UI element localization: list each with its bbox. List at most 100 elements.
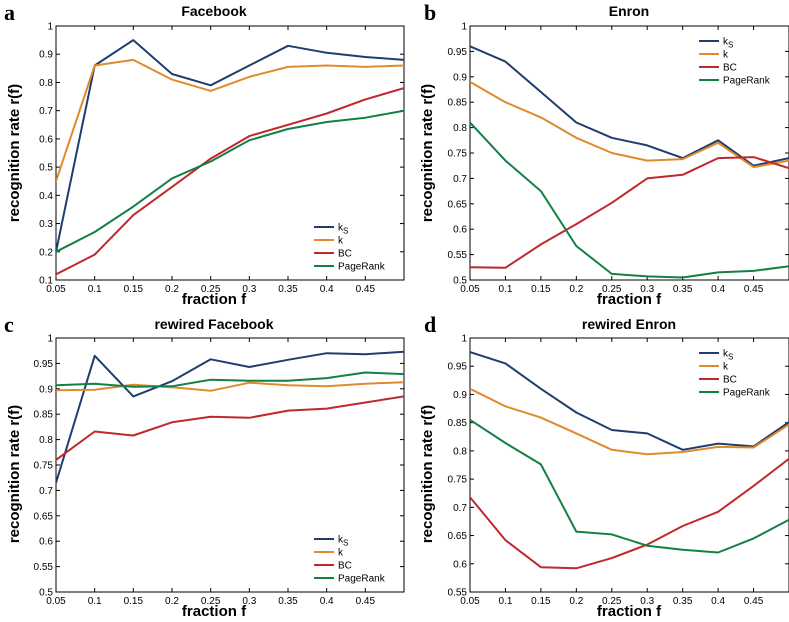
- y-axis-label-d: recognition rate r(f): [419, 405, 436, 543]
- legend-label-main: k: [338, 548, 344, 559]
- legend-label-PageRank: PageRank: [338, 574, 386, 585]
- y-tick-label-c: 0.8: [39, 435, 53, 446]
- legend-label-main: BC: [338, 561, 352, 572]
- x-tick-label-a: 0.4: [320, 284, 334, 295]
- legend-label-BC: BC: [338, 561, 352, 572]
- series-line-k-a: [56, 58, 404, 183]
- legend-label-main: k: [723, 349, 729, 360]
- x-tick-label-d: 0.15: [531, 596, 551, 607]
- y-tick-label-a: 0.1: [39, 276, 53, 287]
- series-line-ks-b: [470, 45, 789, 167]
- legend-label-main: BC: [723, 63, 737, 74]
- panel-b: b Enron fraction f recognition rate r(f)…: [419, 0, 789, 308]
- series-line-k-c: [56, 381, 404, 392]
- y-tick-label-c: 0.65: [34, 511, 54, 522]
- legend-label-main: k: [338, 236, 344, 247]
- legend-label-subscript: S: [728, 41, 733, 50]
- y-tick-label-c: 0.5: [39, 588, 53, 599]
- y-tick-label-c: 0.7: [39, 486, 53, 497]
- panel-a: a Facebook fraction f recognition rate r…: [4, 0, 405, 308]
- x-tick-label-d: 0.05: [460, 596, 480, 607]
- y-tick-label-a: 0.2: [39, 247, 53, 258]
- plot-area-c: 0.05 0.1 0.15 0.2 0.25 0.3 0.35 0.4 0.45 0.5 0.55 0…: [34, 334, 405, 607]
- plot-area-a: 0.05 0.1 0.15 0.2 0.25 0.3 0.35 0.4 0.450.10.20.…: [39, 22, 405, 295]
- x-tick-label-d: 0.35: [673, 596, 693, 607]
- x-tick-label-c: 0.35: [278, 596, 298, 607]
- series-line-k-d: [470, 387, 789, 456]
- plot-frame-c: [55, 337, 405, 593]
- x-tick-label-c: 0.2: [165, 596, 179, 607]
- x-tick-label-c: 0.4: [320, 596, 334, 607]
- x-tick-label-d: 0.2: [569, 596, 583, 607]
- y-tick-label-a: 0.9: [39, 50, 53, 61]
- legend-b: kSk BC PageRank: [699, 37, 771, 87]
- plot-frame-d: [469, 337, 789, 593]
- legend-label-PageRank: PageRank: [723, 76, 771, 87]
- y-tick-label-b: 0.85: [448, 98, 468, 109]
- legend-label-BC: BC: [723, 63, 737, 74]
- panel-letter-c: c: [4, 312, 14, 337]
- y-tick-label-d: 0.65: [448, 531, 468, 542]
- y-tick-label-d: 0.9: [453, 390, 467, 401]
- x-tick-label-c: 0.45: [356, 596, 376, 607]
- panel-title-b: Enron: [609, 3, 649, 19]
- x-tick-label-b: 0.35: [673, 284, 693, 295]
- x-tick-label-a: 0.25: [201, 284, 221, 295]
- legend-label-main: BC: [338, 249, 352, 260]
- series-line-PageRank-d: [470, 418, 789, 554]
- x-tick-label-c: 0.05: [46, 596, 66, 607]
- x-tick-label-d: 0.1: [498, 596, 512, 607]
- y-tick-label-c: 0.85: [34, 410, 54, 421]
- legend-label-main: k: [338, 535, 344, 546]
- x-tick-label-c: 0.25: [201, 596, 221, 607]
- legend-d: kSk BC PageRank: [699, 349, 771, 399]
- series-line-ks-c: [56, 350, 404, 484]
- y-tick-label-b: 0.95: [448, 47, 468, 58]
- y-axis-label-a: recognition rate r(f): [6, 84, 23, 222]
- legend-label-k: k: [338, 236, 344, 247]
- legend-label-ks: kS: [723, 37, 733, 50]
- x-tick-label-a: 0.15: [124, 284, 144, 295]
- legend-label-PageRank: PageRank: [338, 262, 386, 273]
- y-tick-label-d: 0.7: [453, 503, 467, 514]
- y-tick-label-c: 0.95: [34, 359, 54, 370]
- series-line-BC-a: [56, 87, 404, 276]
- y-tick-label-c: 0.9: [39, 384, 53, 395]
- x-tick-label-b: 0.4: [711, 284, 725, 295]
- y-tick-label-a: 0.5: [39, 163, 53, 174]
- series-line-PageRank-c: [56, 371, 404, 388]
- legend-label-BC: BC: [723, 375, 737, 386]
- legend-label-k: k: [338, 548, 344, 559]
- y-tick-label-d: 0.55: [448, 588, 468, 599]
- y-tick-label-a: 0.8: [39, 78, 53, 89]
- y-tick-label-d: 0.8: [453, 446, 467, 457]
- legend-label-k: k: [723, 362, 729, 373]
- panel-letter-a: a: [4, 0, 15, 25]
- legend-a: kSk BC PageRank: [314, 223, 386, 273]
- x-tick-label-c: 0.3: [242, 596, 256, 607]
- x-axis-label-c: fraction f: [182, 603, 247, 620]
- x-tick-label-b: 0.25: [602, 284, 622, 295]
- y-tick-label-b: 0.55: [448, 250, 468, 261]
- y-tick-label-b: 0.75: [448, 149, 468, 160]
- legend-label-subscript: S: [343, 539, 348, 548]
- legend-label-ks: kS: [338, 223, 348, 236]
- x-tick-label-b: 0.05: [460, 284, 480, 295]
- y-tick-label-a: 1: [47, 22, 53, 33]
- x-tick-label-d: 0.4: [711, 596, 725, 607]
- legend-label-main: PageRank: [338, 262, 386, 273]
- x-tick-label-a: 0.05: [46, 284, 66, 295]
- plot-area-d: 0.05 0.1 0.15 0.2 0.25 0.3 0.35 0.4 0.45 0.55 0.6 0…: [448, 334, 789, 607]
- y-tick-label-b: 0.5: [453, 276, 467, 287]
- x-tick-label-a: 0.1: [88, 284, 102, 295]
- y-tick-label-b: 1: [461, 22, 467, 33]
- legend-label-BC: BC: [338, 249, 352, 260]
- y-tick-label-d: 0.75: [448, 475, 468, 486]
- x-axis-label-d: fraction f: [597, 603, 662, 620]
- legend-label-ks: kS: [338, 535, 348, 548]
- legend-c: kSk BC PageRank: [314, 535, 386, 585]
- series-line-PageRank-b: [470, 121, 789, 279]
- y-tick-label-b: 0.65: [448, 199, 468, 210]
- legend-label-main: k: [723, 362, 729, 373]
- x-tick-label-d: 0.3: [640, 596, 654, 607]
